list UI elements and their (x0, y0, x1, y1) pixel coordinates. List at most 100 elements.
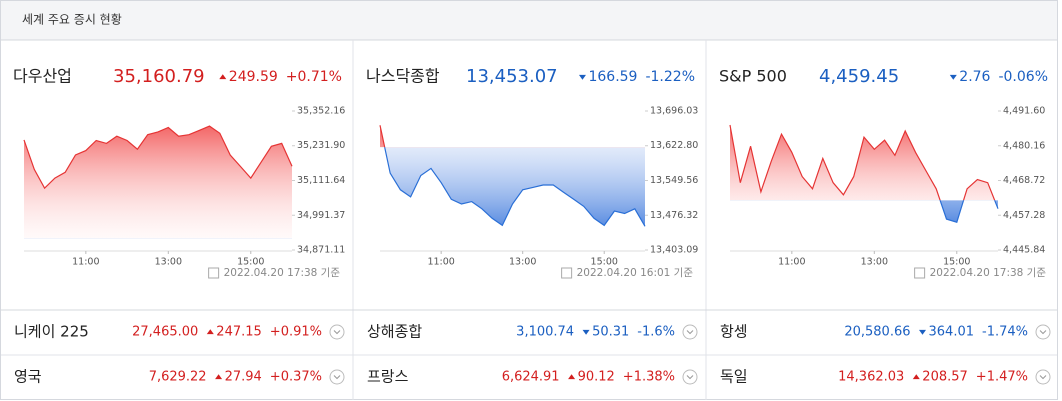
y-tick-label: 13,476.32 (650, 210, 698, 221)
timestamp: 2022.04.20 16:01 기준 (577, 267, 694, 279)
down-arrow (578, 74, 586, 80)
change-value: 249.59 (229, 69, 278, 85)
calendar-icon (208, 267, 220, 279)
down-arrow (949, 74, 957, 80)
index-name: 항셍 (720, 323, 748, 341)
change-value: 208.57 (922, 370, 968, 385)
down-arrow (582, 329, 590, 335)
change-value: 166.59 (588, 69, 637, 85)
change-value: 27.94 (225, 370, 262, 385)
timestamp: 2022.04.20 17:38 기준 (930, 267, 1047, 279)
change-percent: +0.37% (270, 370, 322, 385)
area-down (380, 147, 645, 227)
y-tick-label: 13,549.56 (650, 175, 698, 186)
expand-circle (682, 369, 698, 385)
x-tick-label: 15:00 (591, 257, 618, 268)
index-price: 4,459.45 (819, 66, 899, 87)
y-tick-label: 4,468.72 (1003, 175, 1045, 186)
expand-chevron (1039, 330, 1047, 335)
calendar-icon (561, 267, 573, 279)
x-tick-label: 15:00 (237, 257, 264, 268)
calendar-icon (914, 267, 926, 279)
index-name: 니케이 225 (14, 323, 89, 341)
down-arrow (919, 329, 926, 335)
x-tick-label: 11:00 (72, 257, 99, 268)
header-title: 세계 주요 증시 현황 (22, 13, 122, 27)
index-price: 3,100.74 (516, 325, 574, 340)
change-value: 364.01 (929, 325, 975, 340)
line-down (939, 200, 999, 223)
y-tick-label: 13,696.03 (650, 106, 698, 117)
change-percent: -1.6% (637, 325, 675, 340)
expand-circle (1035, 324, 1051, 340)
index-name: 다우산업 (13, 67, 72, 86)
x-tick-label: 15:00 (943, 257, 970, 268)
index-price: 13,453.07 (466, 66, 558, 87)
area-down (24, 238, 292, 239)
line-down (384, 147, 646, 227)
expand-chevron (333, 375, 341, 380)
header-bar (1, 1, 1057, 40)
y-tick-label: 34,871.11 (297, 245, 345, 256)
index-name: 프랑스 (367, 368, 409, 386)
y-tick-label: 4,457.28 (1003, 210, 1045, 221)
line-up (729, 124, 996, 201)
change-percent: -0.06% (998, 69, 1048, 85)
expand-chevron (1039, 375, 1047, 380)
y-tick-label: 4,491.60 (1003, 106, 1045, 117)
index-name: 상해종합 (367, 323, 422, 341)
expand-circle (682, 324, 698, 340)
y-tick-label: 13,622.80 (650, 140, 698, 151)
y-tick-label: 34,991.37 (297, 210, 345, 221)
y-tick-label: 13,403.09 (650, 245, 698, 256)
x-tick-label: 11:00 (427, 257, 454, 268)
line-up (23, 125, 293, 190)
up-arrow (219, 74, 227, 80)
up-arrow (206, 329, 214, 335)
expand-button[interactable] (682, 324, 698, 340)
expand-button[interactable] (682, 369, 698, 385)
index-name: 영국 (14, 368, 42, 386)
x-tick-label: 11:00 (778, 257, 805, 268)
index-name: S&P 500 (719, 67, 787, 86)
change-percent: -1.74% (982, 325, 1028, 340)
change-percent: +1.38% (623, 370, 675, 385)
up-arrow (215, 374, 223, 380)
change-percent: +0.91% (270, 325, 322, 340)
expand-button[interactable] (1035, 369, 1051, 385)
expand-button[interactable] (1035, 324, 1051, 340)
x-tick-label: 13:00 (861, 257, 888, 268)
index-price: 35,160.79 (113, 66, 205, 87)
y-tick-label: 35,352.16 (297, 106, 345, 117)
y-tick-label: 35,111.64 (297, 175, 345, 186)
expand-button[interactable] (329, 324, 345, 340)
change-percent: -1.22% (645, 69, 695, 85)
change-percent: +1.47% (976, 370, 1028, 385)
change-value: 247.15 (216, 325, 262, 340)
y-tick-label: 4,480.16 (1003, 140, 1045, 151)
index-price: 20,580.66 (844, 325, 910, 340)
area-up (24, 126, 292, 239)
expand-circle (1035, 369, 1051, 385)
change-value: 90.12 (578, 370, 615, 385)
expand-chevron (686, 330, 694, 335)
index-name: 독일 (720, 368, 748, 386)
change-value: 50.31 (592, 325, 629, 340)
expand-chevron (333, 330, 341, 335)
expand-circle (329, 369, 345, 385)
index-name: 나스닥종합 (366, 67, 440, 86)
change-percent: +0.71% (286, 69, 342, 85)
x-tick-label: 13:00 (509, 257, 536, 268)
index-price: 14,362.03 (838, 370, 904, 385)
area-up (730, 125, 995, 201)
x-tick-label: 13:00 (155, 257, 182, 268)
change-value: 2.76 (959, 69, 990, 85)
index-price: 7,629.22 (149, 370, 207, 385)
timestamp: 2022.04.20 17:38 기준 (224, 267, 341, 279)
expand-button[interactable] (329, 369, 345, 385)
up-arrow (912, 374, 920, 380)
index-price: 6,624.91 (502, 370, 560, 385)
expand-chevron (686, 375, 694, 380)
expand-circle (329, 324, 345, 340)
